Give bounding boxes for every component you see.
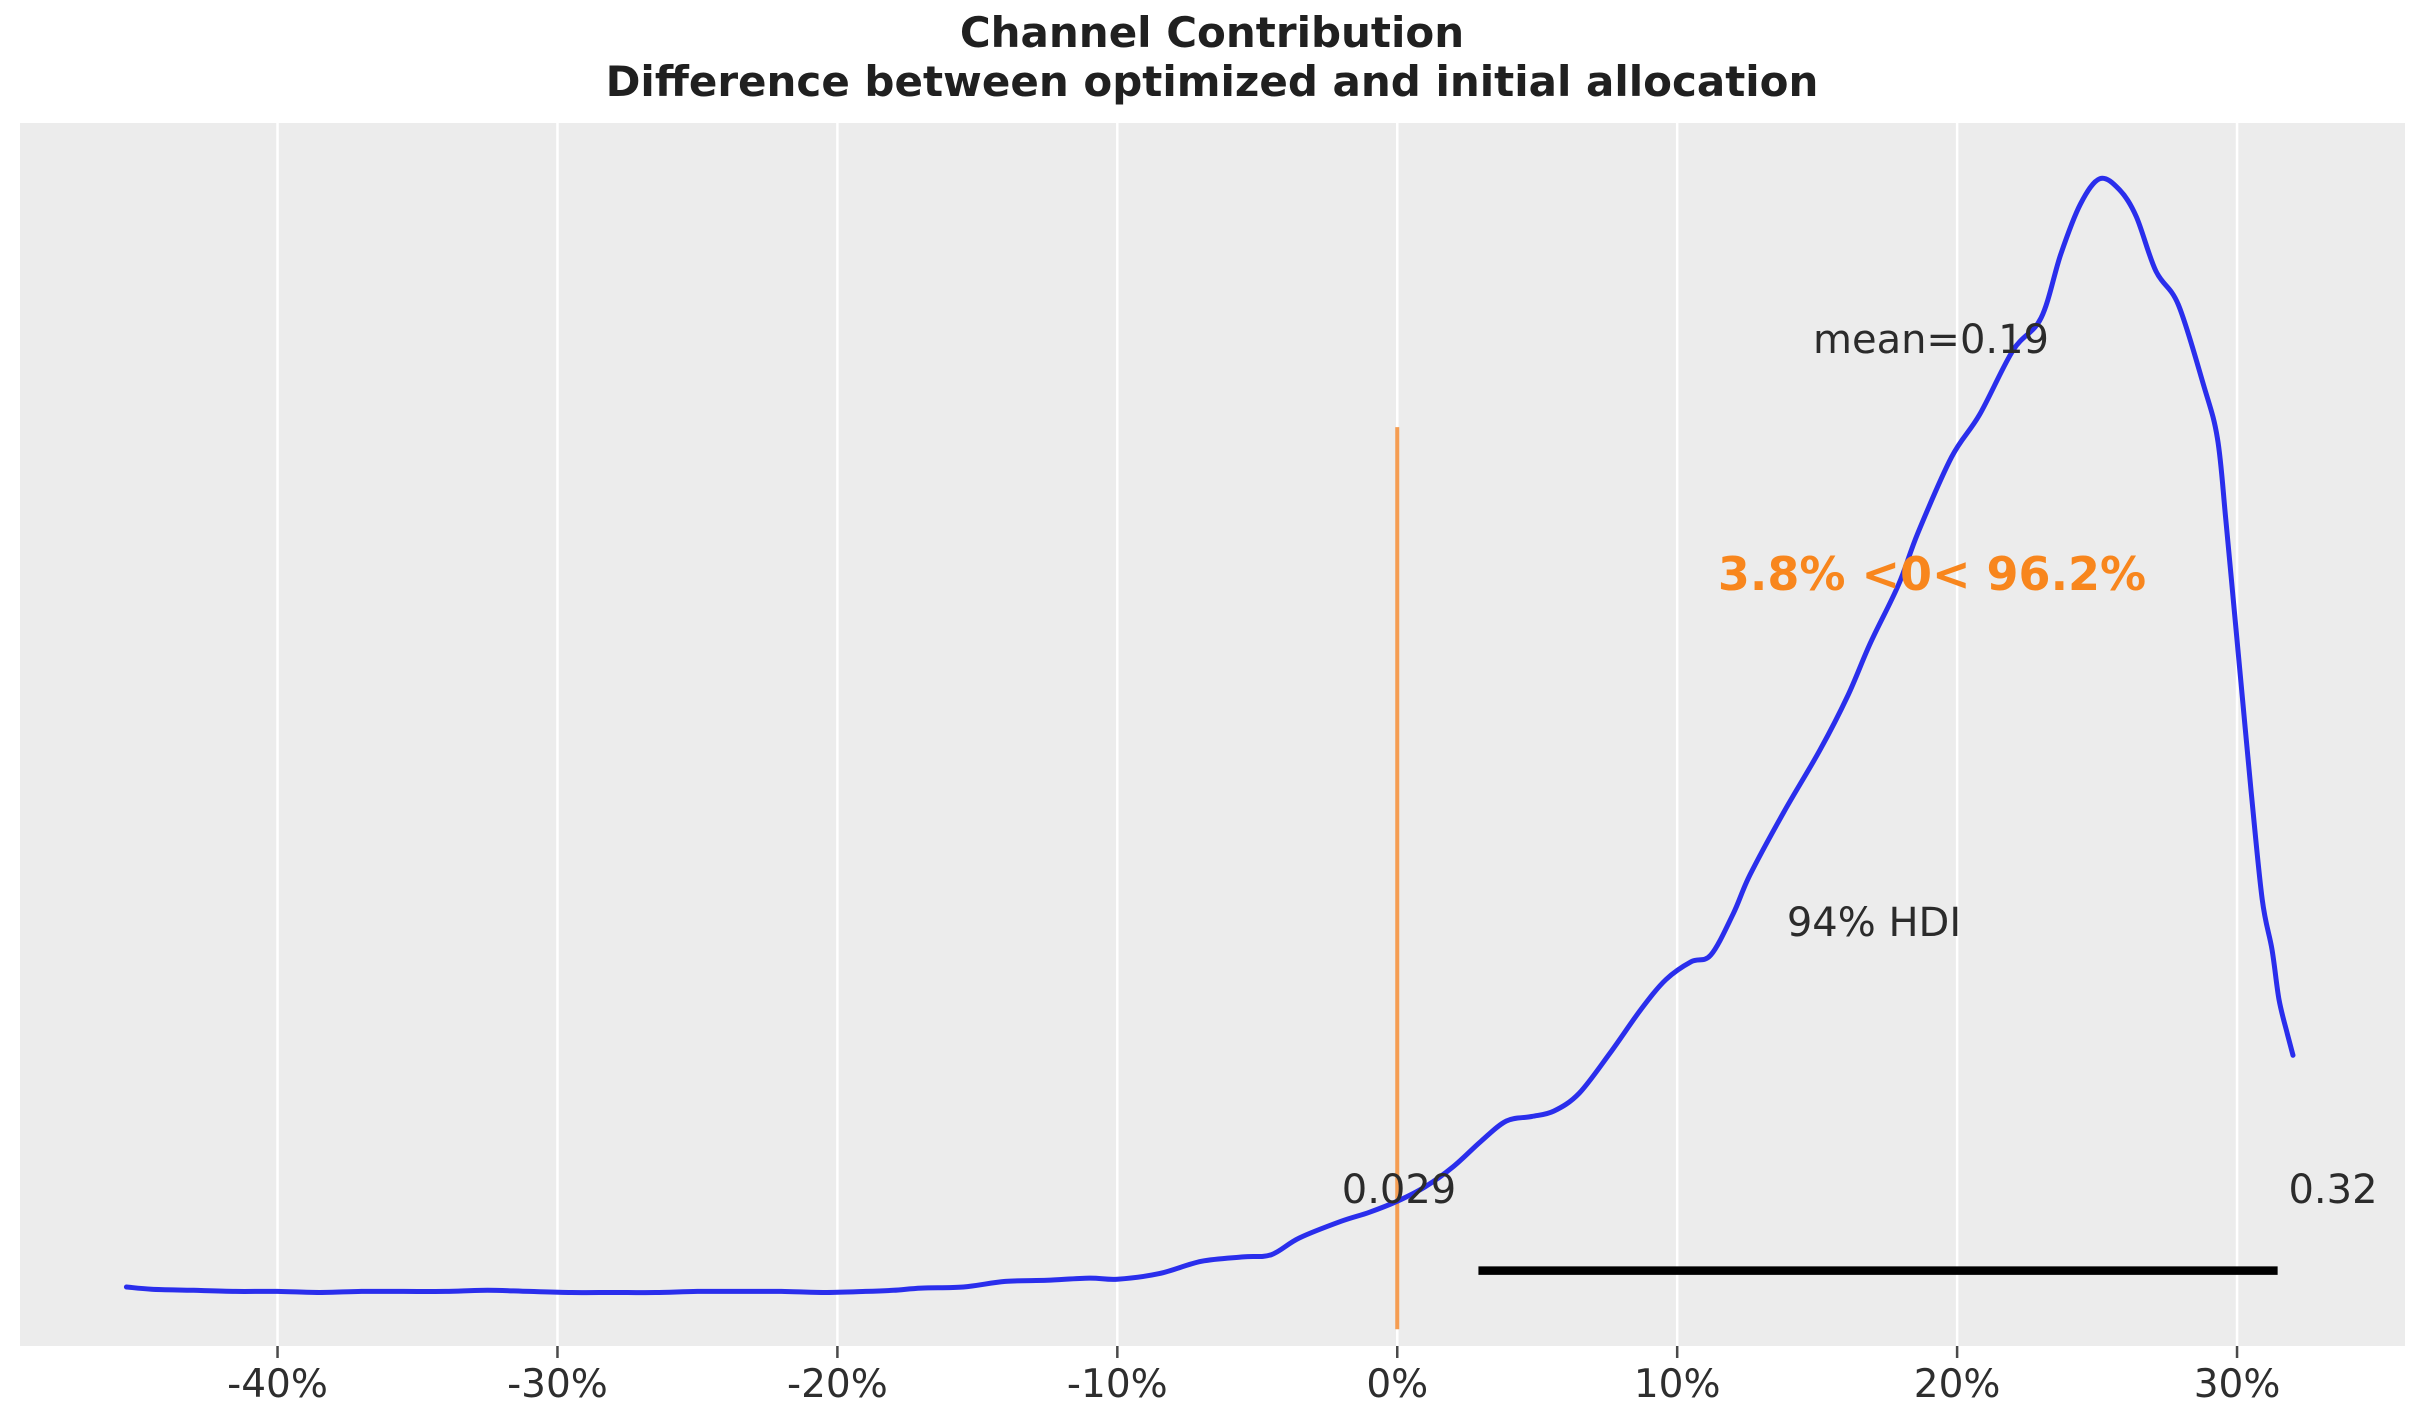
plot-area [20, 123, 2405, 1346]
x-tick-label: 20% [1913, 1362, 2001, 1407]
hdi-annotation: 94% HDI [1786, 900, 1962, 946]
x-tick-label: -20% [787, 1362, 888, 1407]
chart-title-line1: Channel Contribution [959, 8, 1465, 57]
hdi-lower-label: 0.029 [1341, 1167, 1457, 1213]
kde-curve [123, 175, 2296, 1296]
ref-val-annotation: 3.8% <0< 96.2% [1717, 547, 2147, 601]
x-tick-label: 0% [1366, 1362, 1429, 1407]
mean-annotation: mean=0.19 [1812, 317, 2050, 363]
chart-title: Channel Contribution Difference between … [606, 8, 1819, 106]
x-tick-label: -40% [227, 1362, 328, 1407]
x-tick-label: -30% [507, 1362, 608, 1407]
x-tick-label: 30% [2193, 1362, 2281, 1407]
x-tick-label: 10% [1633, 1362, 1721, 1407]
x-tick-label: -10% [1066, 1362, 1168, 1407]
chart-title-line2: Difference between optimized and initial… [605, 57, 1819, 107]
hdi-upper-label: 0.32 [2288, 1167, 2378, 1213]
